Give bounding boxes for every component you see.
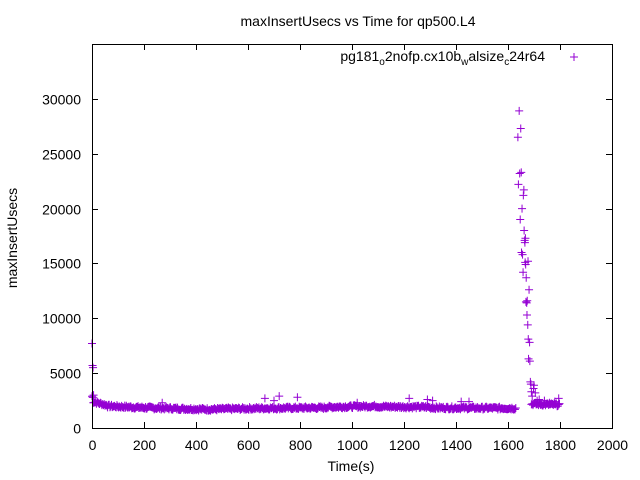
data-point-outlier [523,320,532,329]
data-point-outlier [513,133,522,142]
y-tick-label: 20000 [42,202,81,218]
legend-label: pg181o2nofp.cx10bwalsizec24r64 [340,48,545,68]
data-point-outlier [89,391,98,400]
legend-label-part: alsize [468,48,504,64]
data-point-outlier [158,398,167,407]
data-point-outlier [275,392,284,401]
legend-label-subscript: w [460,57,469,68]
data-point-outlier [525,357,534,366]
data-point-outlier [524,257,533,266]
data-point-outlier [260,394,269,403]
data-point-outlier [519,185,528,194]
data-point-outlier [515,106,524,115]
data-point-outlier [520,226,529,235]
x-tick-label: 400 [185,437,209,453]
x-tick-label: 1200 [389,437,420,453]
data-point-outlier [423,395,432,404]
x-tick-label: 800 [289,437,313,453]
data-point-outlier [457,397,466,406]
data-point-outlier [522,273,531,282]
plot-frame [92,44,613,429]
y-tick-label: 30000 [42,92,81,108]
data-point-outlier [525,285,534,294]
legend-label-part: 24r64 [509,48,545,64]
chart-title: maxInsertUsecs vs Time for qp500.L4 [241,13,476,29]
x-tick-label: 1000 [337,437,368,453]
data-point-outlier [519,191,528,200]
data-point-outlier [517,168,526,177]
x-tick-label: 600 [237,437,261,453]
y-tick-label: 15000 [42,256,81,272]
data-point-outlier [516,215,525,224]
data-point-outlier [428,396,437,405]
data-point-outlier [270,396,278,405]
data-point-outlier [550,397,559,406]
data-point [511,405,520,414]
y-tick-label: 5000 [50,366,81,382]
x-tick-label: 2000 [597,437,628,453]
x-tick-label: 1400 [441,437,472,453]
data-point-outlier [521,297,530,306]
data-point-outlier [518,204,527,213]
y-tick-label: 0 [73,421,81,437]
data-point-outlier [529,384,538,393]
data-point-outlier [293,393,302,402]
data-point-outlier [540,396,549,405]
data-point-outlier [515,169,524,178]
legend: pg181o2nofp.cx10bwalsizec24r64 [340,48,578,68]
data-point-outlier [525,338,534,347]
data-point-outlier [522,310,531,319]
x-tick-label: 200 [133,437,157,453]
legend-marker-glyph [570,53,578,61]
data-point-outlier [514,180,523,189]
legend-label-subscript: c [504,57,509,68]
legend-label-part: 2nofp.cx10b [385,48,461,64]
x-axis-label: Time(s) [328,458,375,474]
legend-marker [570,53,578,61]
x-tick-label: 1800 [545,437,576,453]
data-point [511,403,520,412]
data-point-outlier [545,398,554,407]
data-point-outlier [521,234,530,243]
axis-ticks: 0 200 400 600 800 1000 1200 1400 1600 1800 2000050… [42,44,628,453]
data-point-outlier [533,396,542,405]
data-point-outlier [353,398,362,407]
data-point-outlier [527,387,536,396]
x-tick-label: 0 [89,437,97,453]
data-point-outlier [518,250,527,259]
data-point-outlier [524,335,533,344]
legend-label-subscript: o [379,57,385,68]
y-tick-label: 10000 [42,311,81,327]
data-point-outlier [531,388,540,397]
data-point-outlier [465,397,473,406]
data-point [555,399,564,408]
legend-label-part: pg181 [340,48,379,64]
data-point-outlier [519,268,528,277]
data-point-outlier [89,363,98,372]
data-point-outlier [530,381,538,390]
data-point-outlier [520,238,529,247]
y-axis-label: maxInsertUsecs [4,188,20,288]
data-point-outlier [535,395,544,404]
data-point-outlier [405,394,414,403]
data-point-outlier [523,296,532,305]
x-tick-label: 1600 [493,437,524,453]
data-points [88,106,564,415]
data-point-outlier [516,124,525,133]
data-point-outlier [554,394,563,403]
y-tick-label: 25000 [42,147,81,163]
